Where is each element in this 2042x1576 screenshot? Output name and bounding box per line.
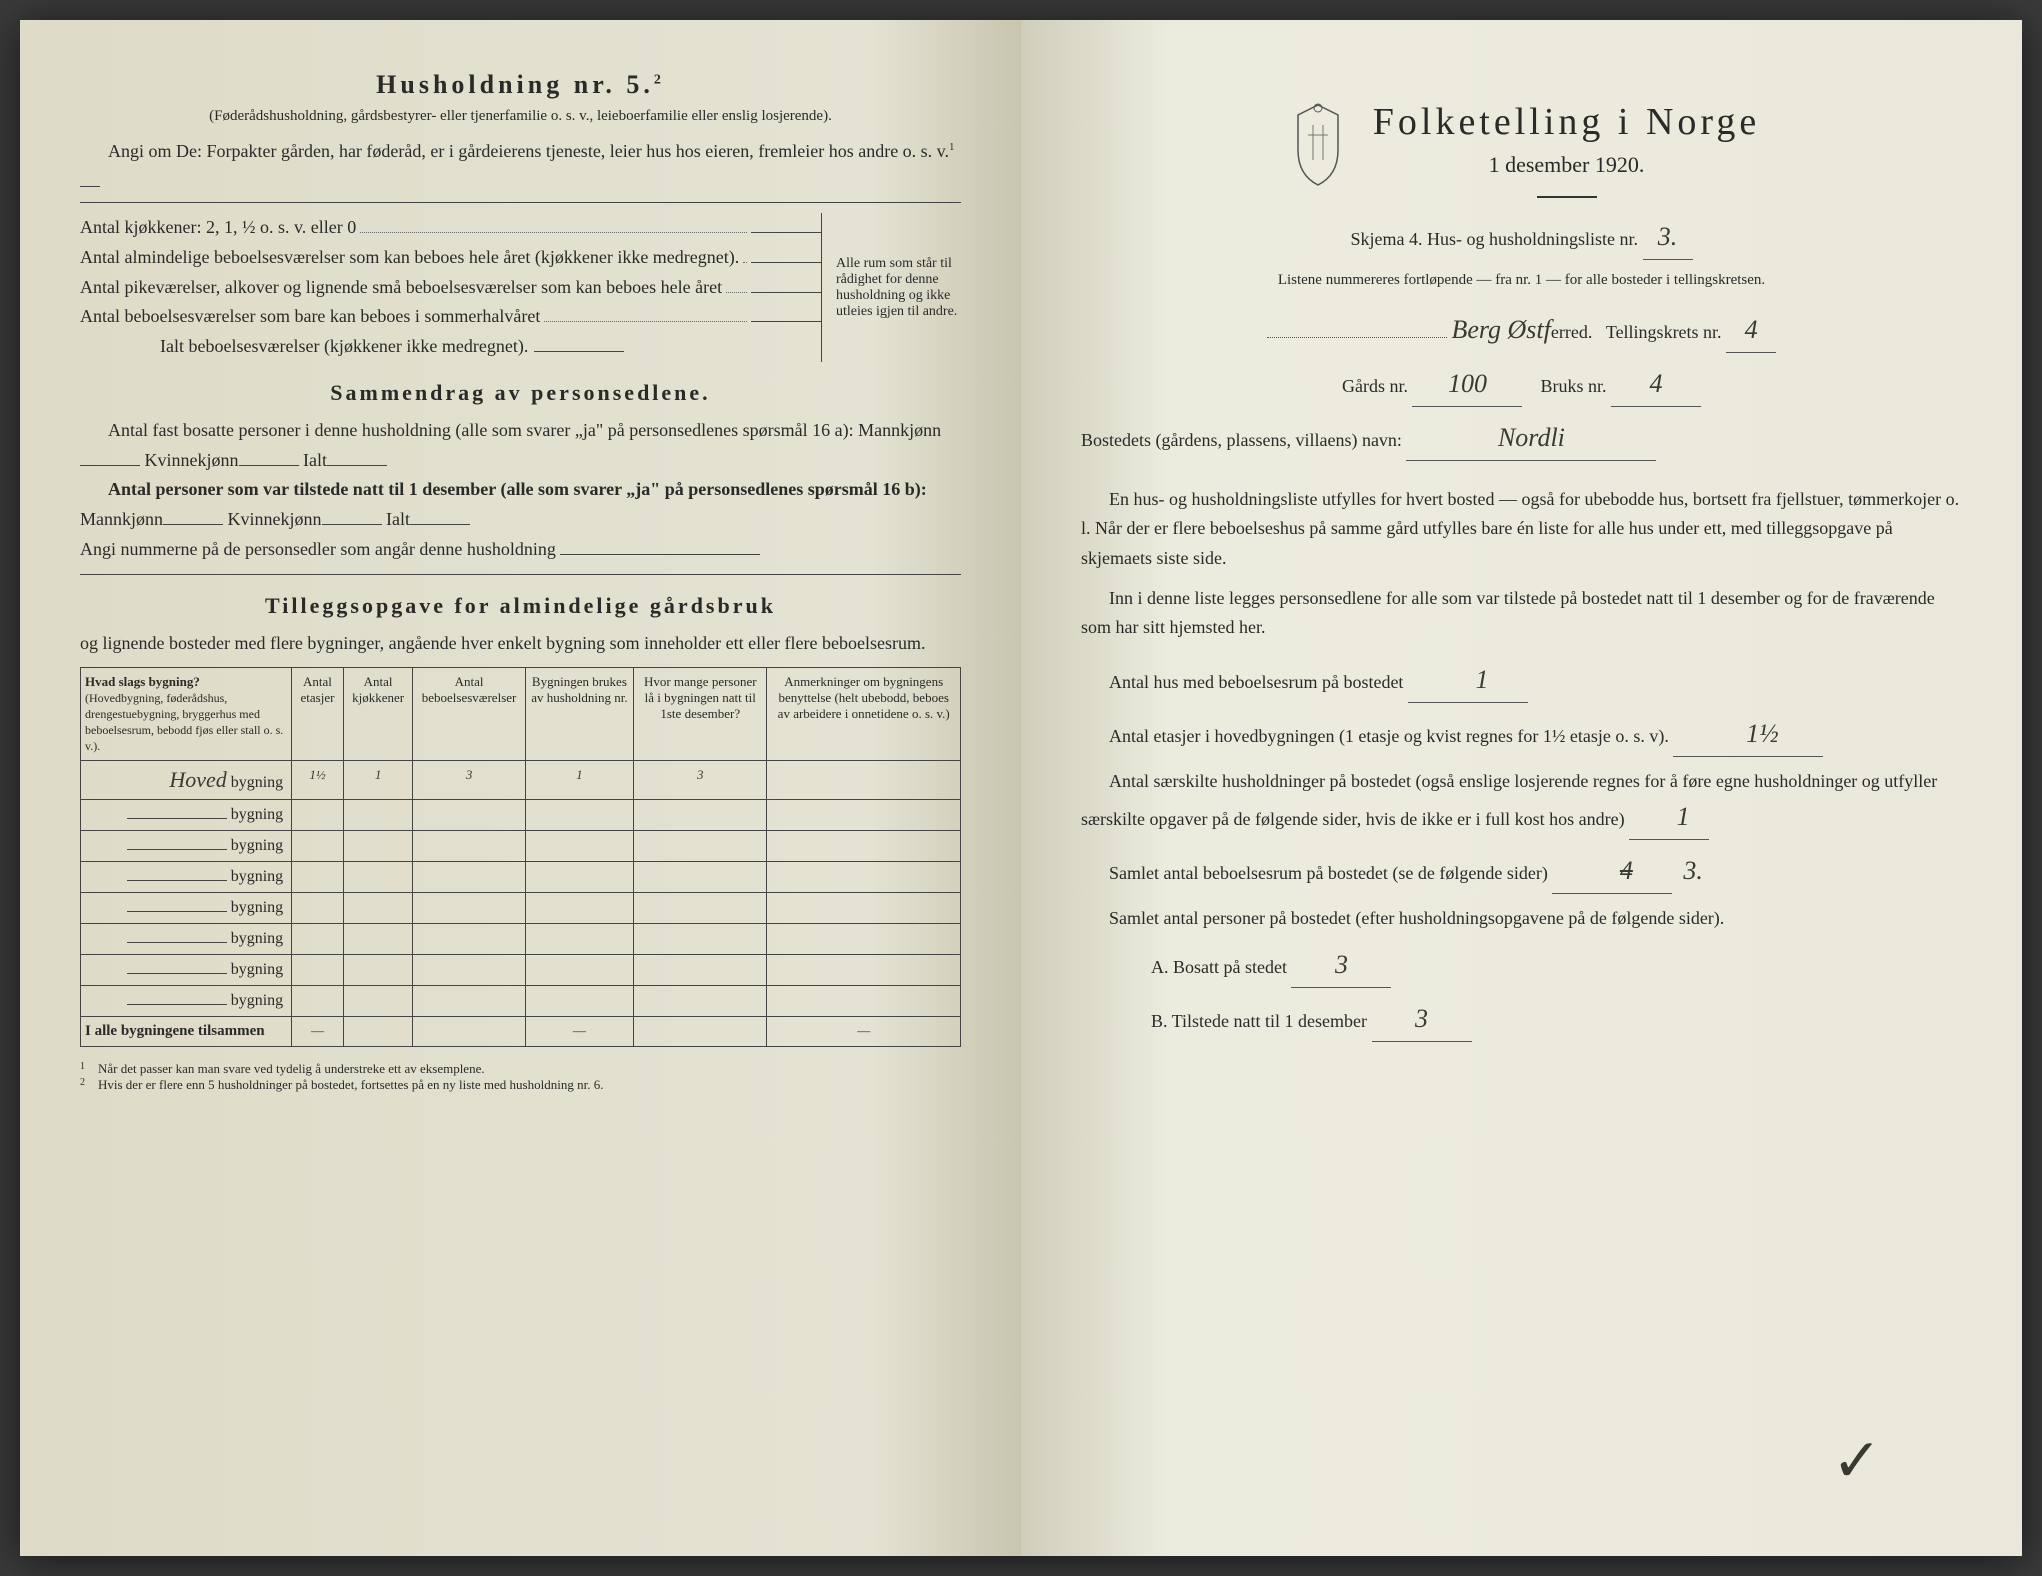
husholdninger-line: Antal særskilte husholdninger på bostede… xyxy=(1081,767,1962,841)
table-row: bygning xyxy=(81,892,961,923)
building-table: Hvad slags bygning?(Hovedbygning, føderå… xyxy=(80,667,961,1047)
tilstede-value: 3 xyxy=(1372,998,1472,1042)
herred-value: Berg Østf xyxy=(1451,315,1550,344)
summary-line1: Antal fast bosatte personer i denne hush… xyxy=(80,416,961,475)
room-line-2: Antal pikeværelser, alkover og lignende … xyxy=(80,273,722,303)
main-title: Folketelling i Norge xyxy=(1373,100,1761,144)
household5-subtitle: (Føderådshusholdning, gårdsbestyrer- ell… xyxy=(80,106,961,127)
table-row: Hoved bygning 1½ 1 3 1 3 xyxy=(81,760,961,799)
rum-value: 4 xyxy=(1552,850,1672,894)
coat-of-arms-icon xyxy=(1283,100,1353,190)
room-line-3: Antal beboelsesværelser som bare kan beb… xyxy=(80,302,540,332)
gards-nr: 100 xyxy=(1412,363,1522,407)
hush-value: 1 xyxy=(1629,796,1709,840)
th-etasjer: Antal etasjer xyxy=(292,667,344,760)
krets-nr: 4 xyxy=(1726,309,1776,353)
table-row: bygning xyxy=(81,985,961,1016)
para2: Inn i denne liste legges personsedlene f… xyxy=(1081,584,1962,643)
right-page: Folketelling i Norge 1 desember 1920. Sk… xyxy=(1021,20,2022,1556)
summary-title: Sammendrag av personsedlene. xyxy=(80,380,961,406)
left-page: Husholdning nr. 5.2 (Føderådshusholdning… xyxy=(20,20,1021,1556)
bosted-line: Bostedets (gårdens, plassens, villaens) … xyxy=(1081,417,1962,461)
th-husholdnr: Bygningen brukes av husholdning nr. xyxy=(525,667,633,760)
household5-title: Husholdning nr. 5.2 xyxy=(80,70,961,100)
table-row: bygning xyxy=(81,923,961,954)
room-line-1: Antal almindelige beboelsesværelser som … xyxy=(80,243,739,273)
tillegg-title: Tilleggsopgave for almindelige gårdsbruk xyxy=(80,593,961,619)
etasjer-line: Antal etasjer i hovedbygningen (1 etasje… xyxy=(1081,713,1962,757)
skjema-line: Skjema 4. Hus- og husholdningsliste nr. … xyxy=(1081,216,1962,260)
table-row: bygning xyxy=(81,830,961,861)
household5-intro: Angi om De: Forpakter gården, har føderå… xyxy=(80,137,961,196)
table-total-row: I alle bygningene tilsammen — — — xyxy=(81,1016,961,1046)
checkmark-icon: ✓ xyxy=(1832,1426,1882,1496)
th-kjokken: Antal kjøkkener xyxy=(343,667,413,760)
bruks-nr: 4 xyxy=(1611,363,1701,407)
room-total: Ialt beboelsesværelser (kjøkkener ikke m… xyxy=(160,332,528,362)
herred-line: Berg Østferred. Tellingskrets nr. 4 xyxy=(1081,309,1962,353)
summary-line2: Antal personer som var tilstede natt til… xyxy=(80,475,961,534)
hus-value: 1 xyxy=(1408,659,1528,703)
title-block: Folketelling i Norge 1 desember 1920. xyxy=(1081,100,1962,216)
tillegg-sub: og lignende bosteder med flere bygninger… xyxy=(80,629,961,659)
census-date: 1 desember 1920. xyxy=(1373,152,1761,178)
th-beboelse: Antal beboelsesværelser xyxy=(413,667,525,760)
hus-line: Antal hus med beboelsesrum på bostedet 1 xyxy=(1081,659,1962,703)
liste-note: Listene nummereres fortløpende — fra nr.… xyxy=(1081,270,1962,291)
th-personer: Hvor mange personer lå i bygningen natt … xyxy=(634,667,767,760)
kitchen-line: Antal kjøkkener: 2, 1, ½ o. s. v. eller … xyxy=(80,213,356,243)
table-row: bygning xyxy=(81,861,961,892)
gards-line: Gårds nr. 100 Bruks nr. 4 xyxy=(1081,363,1962,407)
rum-line: Samlet antal beboelsesrum på bostedet (s… xyxy=(1081,850,1962,894)
summary-line3: Angi nummerne på de personsedler som ang… xyxy=(80,535,961,565)
th-type: Hvad slags bygning?(Hovedbygning, føderå… xyxy=(81,667,292,760)
skjema-nr: 3. xyxy=(1643,216,1693,260)
para1: En hus- og husholdningsliste utfylles fo… xyxy=(1081,485,1962,574)
pers-line: Samlet antal personer på bostedet (efter… xyxy=(1081,904,1962,934)
footnotes: 1Når det passer kan man svare ved tydeli… xyxy=(80,1061,961,1093)
document-spread: Husholdning nr. 5.2 (Føderådshusholdning… xyxy=(20,20,2022,1556)
bosted-name: Nordli xyxy=(1406,417,1656,461)
etasjer-value: 1½ xyxy=(1673,713,1823,757)
table-row: bygning xyxy=(81,799,961,830)
table-row: bygning xyxy=(81,954,961,985)
bracket-note: Alle rum som står til rådighet for denne… xyxy=(821,213,961,361)
bosatt-line: A. Bosatt på stedet 3 xyxy=(1081,944,1962,988)
rooms-bracket-section: Antal kjøkkener: 2, 1, ½ o. s. v. eller … xyxy=(80,213,961,361)
tilstede-line: B. Tilstede natt til 1 desember 3 xyxy=(1081,998,1962,1042)
th-anm: Anmerkninger om bygningens benyttelse (h… xyxy=(767,667,961,760)
bosatt-value: 3 xyxy=(1291,944,1391,988)
